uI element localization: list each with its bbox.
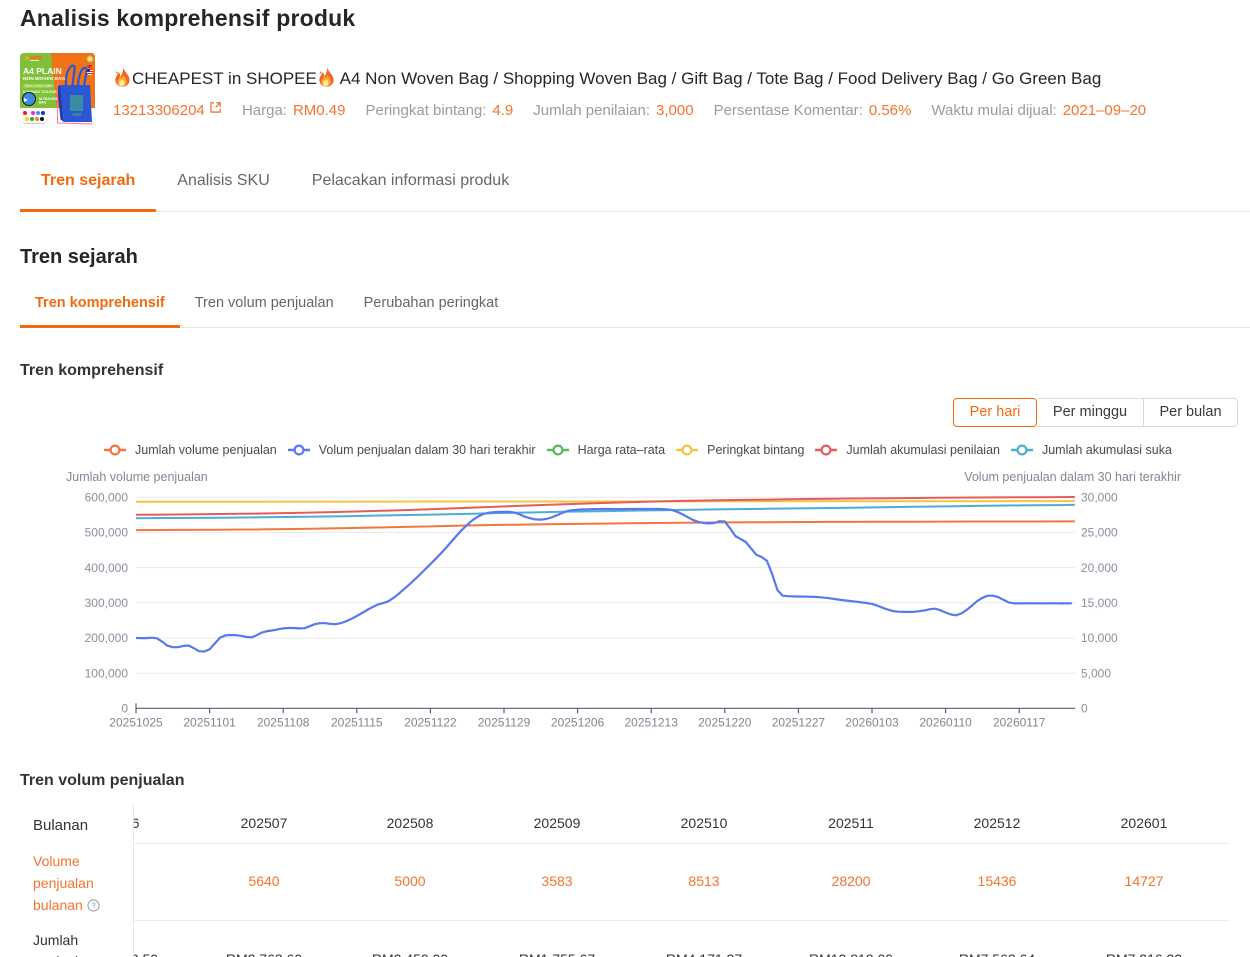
svg-text:20251206: 20251206 bbox=[551, 715, 605, 729]
svg-text:?: ? bbox=[91, 901, 96, 910]
svg-text:600,000: 600,000 bbox=[85, 491, 129, 505]
svg-text:100,000: 100,000 bbox=[85, 666, 129, 680]
svg-text:5,000: 5,000 bbox=[1081, 666, 1111, 680]
svg-text:20251108: 20251108 bbox=[257, 715, 310, 729]
svg-text:300,000: 300,000 bbox=[85, 596, 129, 610]
svg-text:0: 0 bbox=[121, 702, 128, 716]
svg-text:25,000: 25,000 bbox=[1081, 526, 1118, 540]
svg-text:20251115: 20251115 bbox=[331, 715, 383, 729]
svg-text:Jumlah volume penjualan: Jumlah volume penjualan bbox=[66, 470, 208, 484]
svg-text:400,000: 400,000 bbox=[85, 561, 129, 575]
svg-text:20260103: 20260103 bbox=[845, 715, 899, 729]
svg-text:200,000: 200,000 bbox=[85, 631, 129, 645]
svg-text:20251227: 20251227 bbox=[772, 715, 826, 729]
svg-text:20251129: 20251129 bbox=[478, 715, 531, 729]
svg-text:20260117: 20260117 bbox=[993, 715, 1046, 729]
svg-text:20260110: 20260110 bbox=[919, 715, 972, 729]
svg-text:20251101: 20251101 bbox=[183, 715, 236, 729]
svg-text:Volum penjualan dalam 30 hari: Volum penjualan dalam 30 hari terakhir bbox=[964, 470, 1181, 484]
svg-text:0: 0 bbox=[1081, 702, 1088, 716]
svg-text:500,000: 500,000 bbox=[85, 526, 129, 540]
svg-text:20251213: 20251213 bbox=[625, 715, 679, 729]
svg-text:15,000: 15,000 bbox=[1081, 596, 1118, 610]
svg-text:20251220: 20251220 bbox=[698, 715, 752, 729]
svg-text:20251122: 20251122 bbox=[404, 715, 457, 729]
svg-text:20251025: 20251025 bbox=[109, 715, 163, 729]
svg-text:10,000: 10,000 bbox=[1081, 631, 1118, 645]
svg-text:30,000: 30,000 bbox=[1081, 491, 1118, 505]
svg-text:20,000: 20,000 bbox=[1081, 561, 1118, 575]
